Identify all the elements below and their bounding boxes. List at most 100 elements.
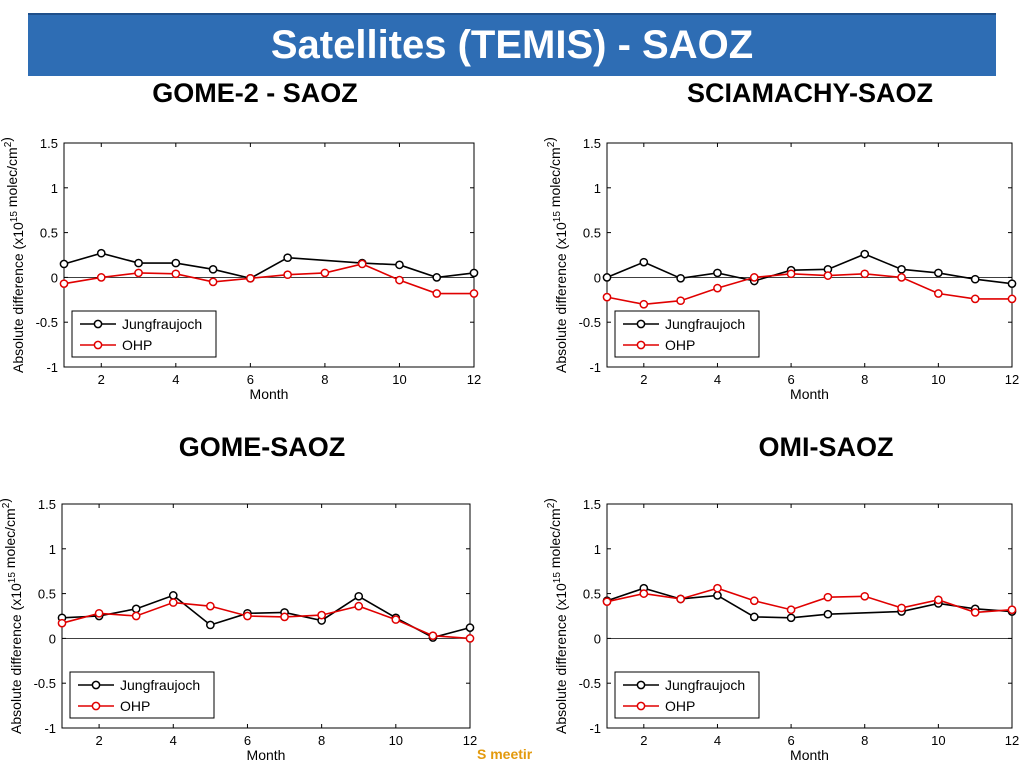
x-tick-label: 8 — [861, 733, 868, 748]
x-axis-label: Month — [247, 747, 286, 763]
data-point — [970, 274, 980, 284]
y-tick-label: 1 — [594, 542, 601, 557]
data-point — [206, 601, 215, 611]
x-tick-label: 10 — [931, 372, 945, 387]
x-tick-label: 12 — [467, 372, 481, 387]
x-tick-label: 4 — [714, 372, 721, 387]
data-point — [602, 292, 612, 302]
y-axis-label: Absolute difference (x1015 molec/cm2) — [0, 137, 26, 373]
legend-swatch-marker — [91, 701, 101, 711]
data-point — [432, 273, 442, 282]
data-point — [823, 609, 833, 619]
data-point — [94, 608, 104, 618]
legend-label: OHP — [122, 337, 152, 353]
data-point — [395, 260, 404, 270]
y-tick-label: -1 — [589, 721, 601, 736]
x-tick-label: 8 — [861, 372, 868, 387]
data-point — [602, 597, 612, 607]
chart-sciamachy-saoz: -1 -0.5 0 0.5 1 1.5 2 4 6 8 10 12 Month Absolute diff… — [541, 136, 1019, 402]
data-point — [280, 612, 289, 622]
y-axis-label: Absolute difference (x1015 molec/cm2) — [0, 498, 24, 734]
x-tick-label: 8 — [321, 372, 328, 387]
legend-label: OHP — [665, 698, 695, 714]
x-tick-label: 4 — [172, 372, 179, 387]
legend — [614, 310, 760, 358]
data-point — [208, 264, 218, 274]
data-point — [354, 601, 364, 611]
footer-note: S meetir — [477, 746, 533, 762]
panel-title-gome2: GOME-2 - SAOZ — [152, 78, 358, 108]
data-point — [897, 273, 906, 282]
x-tick-label: 6 — [247, 372, 254, 387]
data-point — [469, 268, 479, 278]
data-point — [713, 268, 722, 278]
data-point — [1007, 294, 1017, 304]
data-point — [465, 623, 475, 632]
legend — [71, 310, 217, 358]
data-point — [860, 591, 870, 601]
panel-title-gome: GOME-SAOZ — [178, 432, 346, 462]
x-tick-label: 2 — [640, 372, 647, 387]
data-point — [823, 271, 833, 280]
legend — [614, 671, 760, 719]
panel-title-omi: OMI-SAOZ — [758, 432, 894, 462]
data-point — [354, 591, 364, 601]
y-tick-label: 1.5 — [38, 497, 56, 512]
x-tick-label: 4 — [714, 733, 721, 748]
y-tick-label: -1 — [589, 360, 601, 375]
data-point — [713, 283, 722, 293]
legend — [69, 671, 215, 719]
data-point — [59, 259, 69, 269]
y-tick-label: 1.5 — [40, 136, 58, 151]
y-tick-label: 0 — [51, 270, 58, 285]
y-tick-label: 0.5 — [583, 587, 601, 602]
data-point — [676, 273, 685, 283]
data-point — [639, 257, 649, 267]
x-tick-label: 2 — [98, 372, 105, 387]
legend-swatch-marker — [636, 680, 646, 690]
data-point — [131, 604, 141, 614]
x-tick-label: 10 — [931, 733, 945, 748]
panel-title-sciamachy: SCIAMACHY-SAOZ — [686, 78, 934, 108]
data-point — [602, 273, 612, 282]
data-point — [432, 289, 442, 298]
x-axis-label: Month — [790, 386, 829, 402]
data-point — [676, 594, 685, 604]
data-point — [391, 615, 401, 624]
chart-omi-saoz: -1 -0.5 0 0.5 1 1.5 2 4 6 8 10 12 Month Absolute diff… — [541, 497, 1019, 763]
data-point — [283, 270, 292, 280]
x-tick-label: 10 — [389, 733, 403, 748]
data-point — [639, 589, 649, 598]
series-line-jungfraujoch — [61, 594, 471, 639]
chart-gome-saoz: -1 -0.5 0 0.5 1 1.5 2 4 6 8 10 12 Month Absolute diff… — [0, 497, 477, 763]
x-tick-label: 4 — [170, 733, 177, 748]
data-point — [171, 269, 181, 279]
legend-swatch-marker — [91, 680, 101, 690]
x-tick-label: 2 — [95, 733, 102, 748]
data-point — [171, 258, 181, 268]
y-tick-label: 1 — [51, 181, 58, 196]
data-point — [676, 296, 685, 306]
legend-label: Jungfraujoch — [122, 316, 202, 332]
slide-title: Satellites (TEMIS) - SAOZ — [270, 23, 754, 67]
legend-swatch-marker — [636, 340, 646, 350]
x-tick-label: 8 — [318, 733, 325, 748]
data-point — [131, 611, 141, 621]
data-point — [713, 591, 722, 600]
data-point — [469, 289, 479, 298]
data-point — [243, 611, 252, 621]
data-point — [639, 299, 649, 309]
data-point — [823, 592, 833, 602]
data-point — [206, 620, 215, 630]
legend-swatch-marker — [93, 319, 103, 329]
data-point — [1007, 605, 1017, 615]
y-tick-label: 1 — [594, 181, 601, 196]
y-tick-label: 1.5 — [583, 136, 601, 151]
series-line-jungfraujoch — [606, 253, 1013, 285]
data-point — [786, 605, 796, 615]
y-tick-label: 0 — [594, 631, 601, 646]
chart-gome2-saoz: -1 -0.5 0 0.5 1 1.5 2 4 6 8 10 12 Month Absolute diff… — [0, 136, 481, 402]
data-point — [96, 273, 106, 282]
y-tick-label: 1.5 — [583, 497, 601, 512]
data-point — [395, 275, 404, 285]
